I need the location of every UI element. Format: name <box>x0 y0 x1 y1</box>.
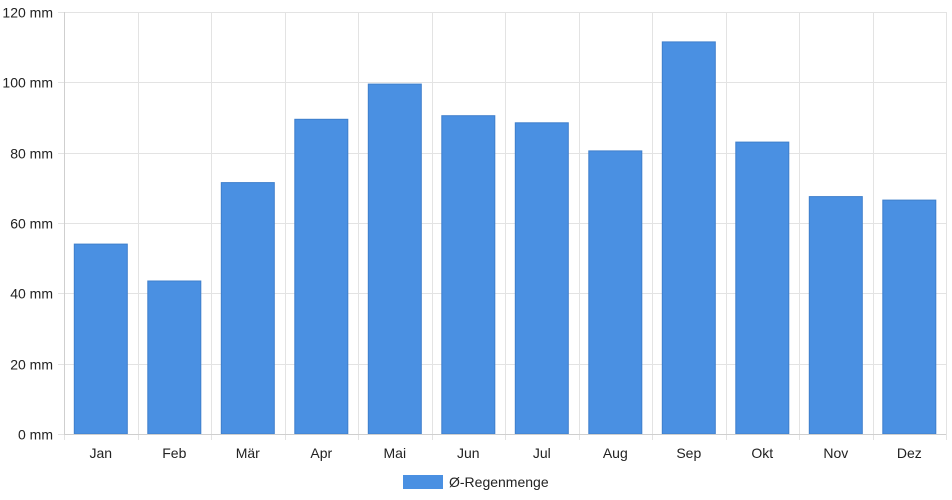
bar-okt[interactable] <box>735 141 790 435</box>
legend-label[interactable]: Ø-Regenmenge <box>449 474 549 490</box>
bar-series <box>73 41 937 435</box>
y-tick-label: 80 mm <box>10 146 53 162</box>
bar-aug[interactable] <box>588 150 643 435</box>
grid-lines <box>58 12 947 440</box>
x-tick-label: Okt <box>751 445 773 461</box>
y-tick-label: 60 mm <box>10 216 53 232</box>
y-tick-label: 100 mm <box>2 75 53 91</box>
bar-jul[interactable] <box>514 122 569 435</box>
x-tick-label: Sep <box>676 445 701 461</box>
bar-jun[interactable] <box>441 115 496 435</box>
bar-mai[interactable] <box>367 83 422 435</box>
x-tick-label: Dez <box>897 445 922 461</box>
bar-sep[interactable] <box>661 41 716 435</box>
bar-mär[interactable] <box>220 182 275 435</box>
bar-apr[interactable] <box>294 118 349 435</box>
bar-dez[interactable] <box>882 199 937 435</box>
x-tick-label: Apr <box>310 445 332 461</box>
x-tick-label: Feb <box>162 445 186 461</box>
x-axis-tick-labels: Jan Feb Mär Apr Mai Jun Jul Aug Sep Okt Nov Dez <box>90 445 922 461</box>
x-tick-label: Mär <box>236 445 260 461</box>
bar-jan[interactable] <box>73 243 128 435</box>
x-tick-label: Jun <box>457 445 480 461</box>
x-tick-label: Nov <box>823 445 848 461</box>
x-tick-label: Jul <box>533 445 551 461</box>
y-tick-label: 120 mm <box>2 5 53 21</box>
legend-swatch[interactable] <box>403 475 443 489</box>
bar-feb[interactable] <box>147 280 202 435</box>
bar-nov[interactable] <box>808 196 863 435</box>
x-tick-label: Jan <box>90 445 113 461</box>
y-axis-tick-labels: 0 mm 20 mm 40 mm 60 mm 80 mm 100 mm 120 mm <box>2 5 53 443</box>
axes <box>64 12 946 435</box>
y-tick-label: 40 mm <box>10 286 53 302</box>
x-tick-label: Mai <box>384 445 407 461</box>
x-tick-label: Aug <box>603 445 628 461</box>
y-tick-label: 0 mm <box>18 427 53 443</box>
legend[interactable]: Ø-Regenmenge <box>403 474 549 490</box>
y-tick-label: 20 mm <box>10 357 53 373</box>
